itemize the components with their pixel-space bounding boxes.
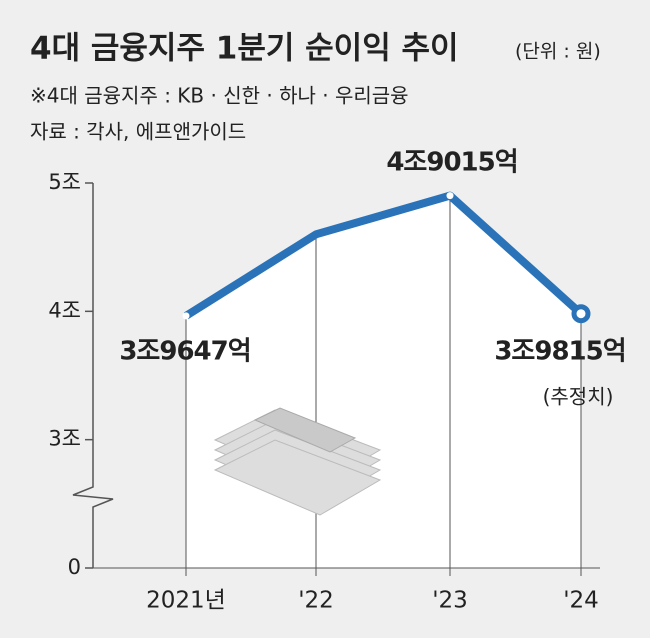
bill-stack [213,439,382,516]
point [571,304,591,324]
data-label: 4조9015억 [386,148,517,178]
y-tick-label: 0 [68,555,81,579]
note: ※4대 금융지주 : KB · 신한 · 하나 · 우리금융 [30,84,409,108]
band [253,407,357,453]
source: 자료 : 각사, 에프앤가이드 [30,120,246,144]
point [182,312,190,320]
annotation: (추정치) [543,385,614,409]
x-tick-label: '24 [563,588,599,614]
y-tick-label: 5조 [48,170,81,194]
chart-title: 4대 금융지주 1분기 순이익 추이 [30,31,459,67]
money-icon [213,407,382,516]
plot: 0 3조 4조 5조 2021년 '22 '23 '24 3조9647억 4조9015억 3조981… [48,148,626,614]
x-tick-label: '22 [298,588,334,614]
chart-subtitle: (단위 : 원) [515,41,601,63]
y-axis [72,183,114,568]
x-tick-label: 2021년 [146,588,226,614]
data-label: 3조9647억 [119,337,250,367]
point [446,192,454,200]
x-tick-label: '23 [432,588,468,614]
data-label: 3조9815억 [494,337,625,367]
y-tick-label: 3조 [48,427,81,451]
y-tick-label: 4조 [48,298,81,322]
line [183,191,584,320]
